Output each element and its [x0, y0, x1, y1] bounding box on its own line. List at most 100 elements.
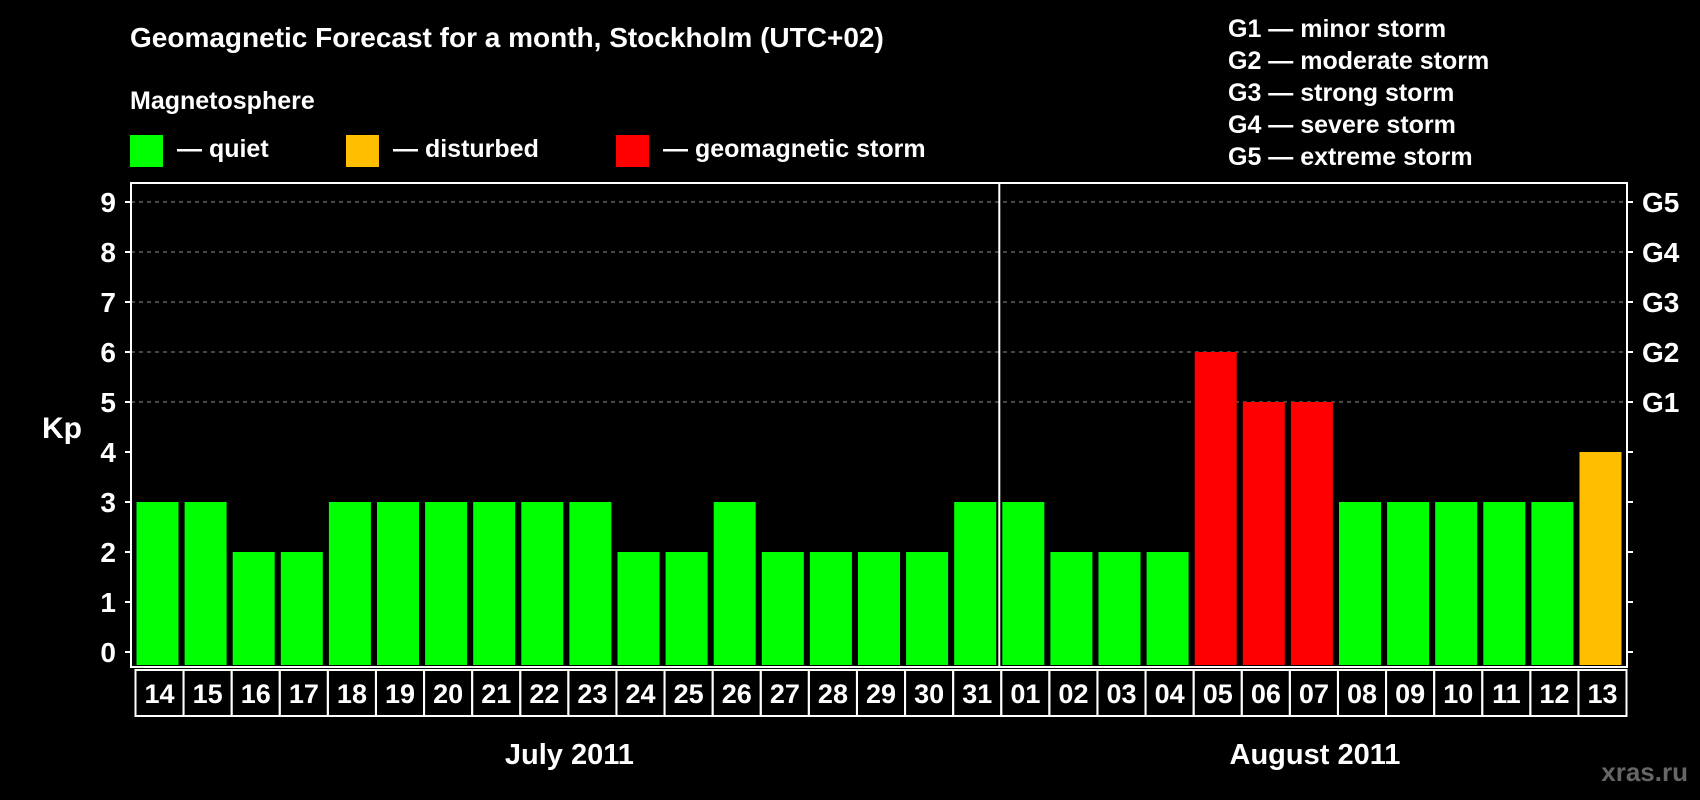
bar-04 — [1146, 552, 1189, 665]
x-tick-label: 28 — [818, 679, 848, 709]
storm-scale-item: G5 — extreme storm — [1228, 143, 1473, 171]
x-tick-label: 15 — [193, 679, 223, 709]
x-tick-label: 21 — [481, 679, 511, 709]
x-tick-label: 17 — [289, 679, 319, 709]
storm-scale-item: G2 — moderate storm — [1228, 47, 1489, 75]
x-tick-label: 14 — [145, 679, 175, 709]
bar-05 — [1194, 352, 1237, 665]
legend-label-quiet: — quiet — [177, 135, 269, 163]
storm-scale-legend: G1 — minor storm G2 — moderate storm G3 — … — [1228, 15, 1489, 171]
x-tick-label: 13 — [1588, 679, 1618, 709]
storm-scale-item: G3 — strong storm — [1228, 79, 1454, 107]
bar-29 — [858, 552, 900, 665]
x-tick-label: 18 — [337, 679, 367, 709]
storm-level-label: G2 — [1642, 337, 1679, 368]
bar-19 — [377, 502, 419, 665]
bar-16 — [232, 552, 275, 665]
bar-08 — [1339, 502, 1381, 665]
bar-15 — [184, 502, 227, 665]
x-tick-label: 04 — [1155, 679, 1185, 709]
storm-scale-item: G1 — minor storm — [1228, 15, 1446, 43]
bar-12 — [1531, 502, 1574, 665]
legend-label-disturbed: — disturbed — [393, 135, 539, 163]
bar-21 — [473, 502, 516, 665]
month-label: July 2011 — [505, 739, 634, 771]
storm-level-label: G4 — [1642, 237, 1680, 268]
x-tick-label: 27 — [770, 679, 800, 709]
x-tick-label: 16 — [241, 679, 271, 709]
x-tick-label: 02 — [1058, 679, 1088, 709]
bar-10 — [1435, 502, 1478, 665]
x-tick-label: 08 — [1347, 679, 1377, 709]
bar-25 — [665, 552, 708, 665]
bar-03 — [1098, 552, 1141, 665]
y-tick-label: 9 — [100, 187, 116, 218]
date-cell — [1577, 669, 1628, 717]
x-tick-label: 22 — [529, 679, 559, 709]
y-tick-label: 0 — [100, 637, 116, 668]
x-tick-label: 01 — [1010, 679, 1040, 709]
x-tick-label: 12 — [1539, 679, 1569, 709]
x-tick-label: 10 — [1443, 679, 1473, 709]
x-tick-label: 29 — [866, 679, 896, 709]
y-tick-label: 4 — [100, 437, 116, 468]
bar-14 — [136, 502, 179, 665]
x-tick-label: 23 — [577, 679, 607, 709]
x-tick-label: 31 — [962, 679, 992, 709]
y-tick-label: 5 — [100, 387, 116, 418]
y-axis-label: Kp — [42, 412, 82, 445]
bar-27 — [761, 552, 804, 665]
bar-06 — [1242, 402, 1285, 665]
x-tick-label: 26 — [722, 679, 752, 709]
plot-frame — [130, 182, 1628, 668]
bar-30 — [906, 552, 949, 665]
x-tick-label: 06 — [1251, 679, 1281, 709]
x-tick-label: 19 — [385, 679, 415, 709]
bar-17 — [280, 552, 323, 665]
legend-swatch-quiet — [130, 135, 163, 167]
bar-18 — [328, 502, 371, 665]
legend-swatch-disturbed — [346, 135, 379, 167]
storm-scale-item: G4 — severe storm — [1228, 111, 1456, 139]
bar-28 — [809, 552, 852, 665]
y-tick-label: 8 — [100, 237, 116, 268]
y-tick-label: 3 — [100, 487, 116, 518]
y-tick-label: 1 — [100, 587, 116, 618]
bar-20 — [425, 502, 468, 665]
bar-07 — [1290, 402, 1333, 665]
bar-24 — [617, 552, 660, 665]
x-tick-label: 24 — [626, 679, 656, 709]
x-tick-label: 20 — [433, 679, 463, 709]
legend: — quiet — disturbed — geomagnetic storm — [130, 135, 926, 167]
x-tick-label: 11 — [1492, 679, 1521, 709]
bar-26 — [713, 502, 756, 665]
bar-11 — [1483, 502, 1526, 665]
bar-13 — [1579, 452, 1622, 665]
storm-level-label: G1 — [1642, 387, 1679, 418]
storm-level-label: G5 — [1642, 187, 1679, 218]
bar-09 — [1387, 502, 1430, 665]
bar-02 — [1050, 552, 1093, 665]
bar-01 — [1002, 502, 1045, 665]
x-tick-label: 03 — [1107, 679, 1137, 709]
x-tick-label: 25 — [674, 679, 704, 709]
x-tick-label: 09 — [1395, 679, 1425, 709]
legend-heading: Magnetosphere — [130, 87, 315, 115]
chart-title: Geomagnetic Forecast for a month, Stockh… — [130, 22, 884, 53]
y-tick-label: 6 — [100, 337, 116, 368]
storm-level-label: G3 — [1642, 287, 1679, 318]
y-tick-label: 2 — [100, 537, 116, 568]
bar-23 — [569, 502, 612, 665]
x-tick-label: 07 — [1299, 679, 1329, 709]
x-tick-label: 30 — [914, 679, 944, 709]
legend-label-storm: — geomagnetic storm — [663, 135, 926, 163]
month-label: August 2011 — [1230, 739, 1401, 771]
watermark: xras.ru — [1601, 757, 1688, 787]
y-tick-label: 7 — [100, 287, 116, 318]
legend-swatch-storm — [616, 135, 649, 167]
x-tick-label: 05 — [1203, 679, 1233, 709]
bar-31 — [954, 502, 997, 665]
bar-22 — [521, 502, 564, 665]
